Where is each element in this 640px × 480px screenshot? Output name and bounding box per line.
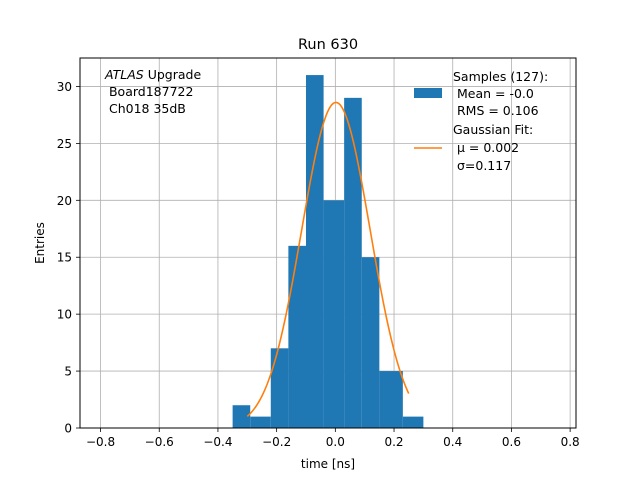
y-tick-label: 20	[57, 194, 72, 208]
y-axis-ticks: 0 5 10 15 20 25 30	[57, 80, 80, 436]
histogram-bar	[305, 75, 324, 429]
legend: Samples (127): Mean = -0.0 RMS = 0.106 G…	[414, 69, 548, 173]
histogram-bar	[288, 245, 306, 428]
y-tick-label: 5	[64, 365, 72, 379]
histogram-bar	[379, 371, 403, 428]
histogram-bar	[323, 200, 345, 428]
x-tick-label: 0.8	[561, 435, 580, 449]
histogram-bar	[232, 405, 251, 428]
histogram-bar	[361, 257, 380, 428]
x-axis-label: time [ns]	[301, 457, 355, 471]
y-tick-label: 30	[57, 80, 72, 94]
histogram-bar	[344, 97, 362, 428]
atlas-annotation-line-1: ATLAS Upgrade	[104, 67, 201, 82]
y-tick-label: 25	[57, 137, 72, 151]
histogram-bar	[270, 348, 289, 428]
y-tick-label: 10	[57, 308, 72, 322]
legend-mu-label: μ = 0.002	[453, 140, 519, 155]
x-tick-label: 0.4	[443, 435, 462, 449]
x-tick-label: −0.2	[262, 435, 291, 449]
legend-fit-label: Gaussian Fit:	[453, 122, 533, 137]
legend-mean-label: Mean = -0.0	[453, 86, 534, 101]
x-tick-label: −0.6	[145, 435, 174, 449]
legend-rms-label: RMS = 0.106	[453, 103, 539, 118]
legend-sigma-label: σ=0.117	[453, 158, 511, 173]
y-tick-label: 0	[64, 422, 72, 436]
atlas-annotation: ATLAS Upgrade Board187722 Ch018 35dB	[104, 67, 201, 116]
legend-samples-label: Samples (127):	[453, 69, 548, 84]
x-tick-label: 0.0	[326, 435, 345, 449]
channel-label: Ch018 35dB	[105, 101, 186, 116]
chart-title: Run 630	[298, 37, 358, 53]
legend-histogram-swatch	[414, 88, 442, 98]
x-tick-label: 0.6	[502, 435, 521, 449]
plot-frame	[79, 57, 577, 429]
atlas-label: ATLAS	[104, 67, 144, 82]
board-label: Board187722	[105, 84, 193, 99]
y-axis-label: Entries	[33, 222, 47, 264]
gaussian-fit-line	[246, 101, 410, 417]
x-tick-label: −0.8	[86, 435, 115, 449]
x-tick-label: 0.2	[384, 435, 403, 449]
y-tick-label: 15	[57, 251, 72, 265]
histogram-bar	[402, 416, 424, 428]
histogram-bar	[250, 416, 271, 428]
x-axis-ticks: −0.8 −0.6 −0.4 −0.2 0.0 0.2 0.4 0.6 0.8	[86, 428, 580, 449]
x-tick-label: −0.4	[203, 435, 232, 449]
histogram-bars	[232, 75, 424, 429]
upgrade-label: Upgrade	[144, 67, 202, 82]
